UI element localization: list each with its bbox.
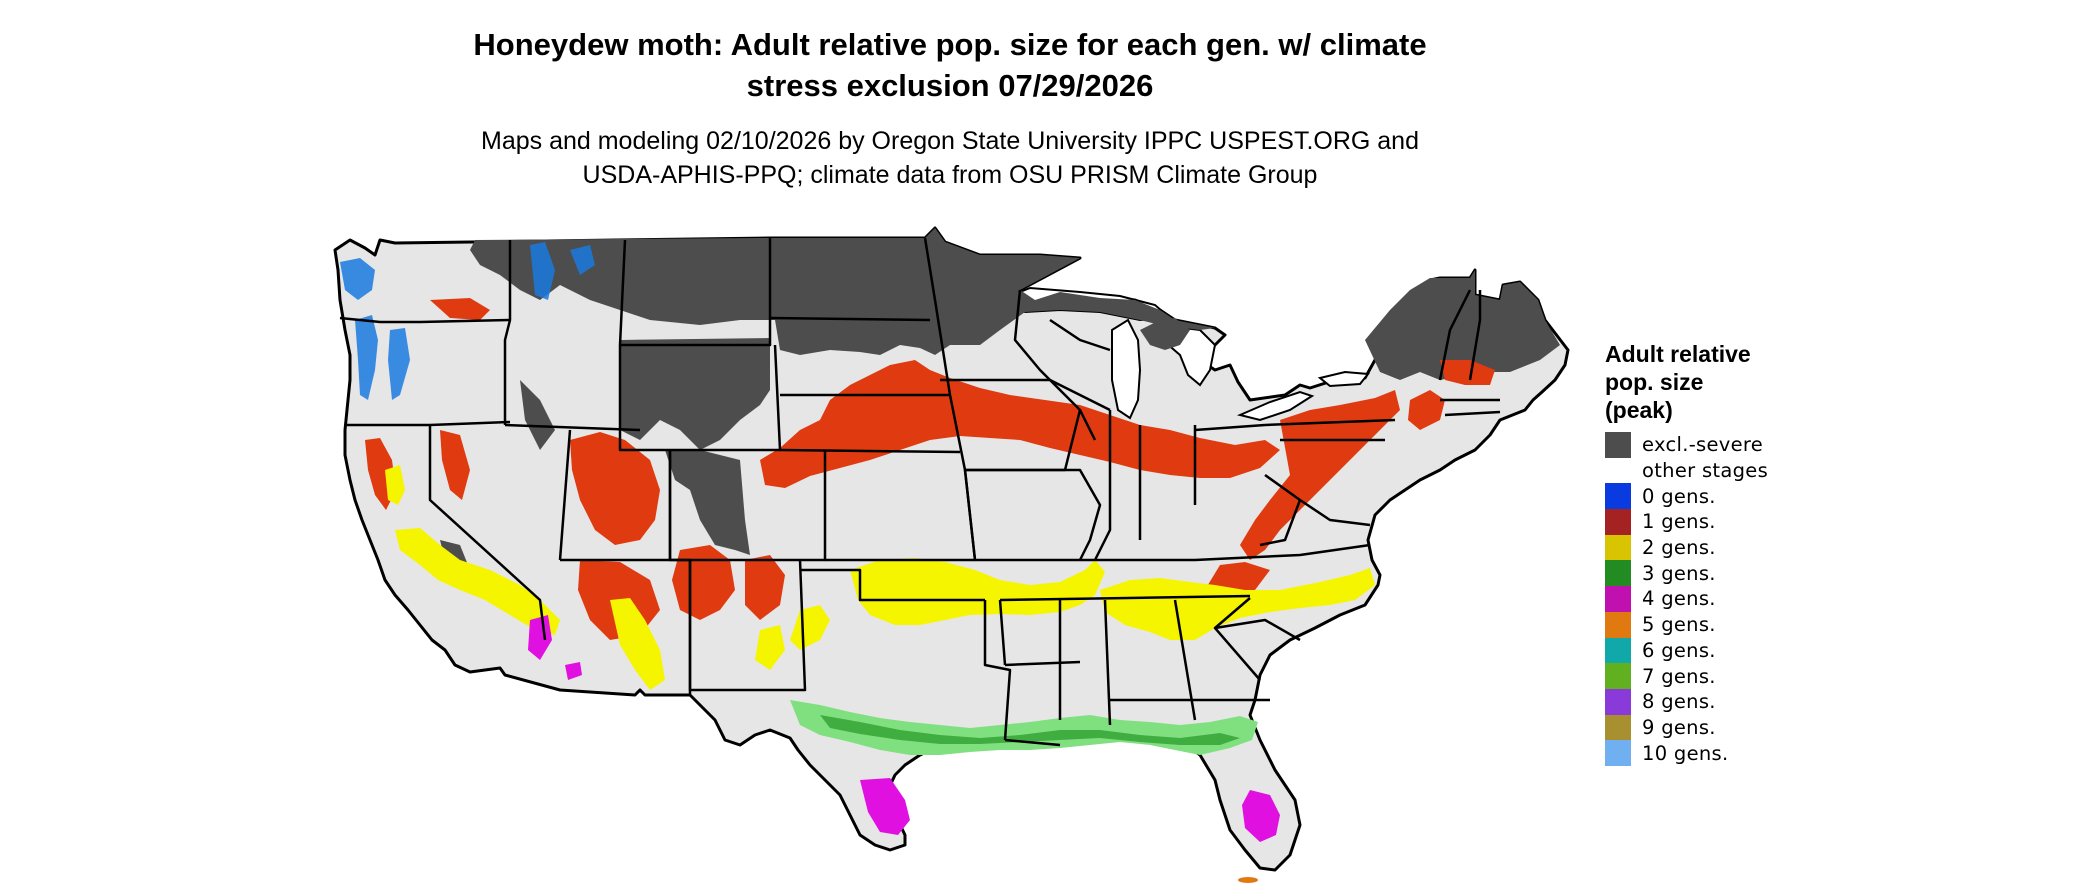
legend-item: 4 gens. [1605, 586, 1905, 612]
legend-item: 6 gens. [1605, 637, 1905, 664]
legend-label: 5 gens. [1642, 613, 1716, 637]
legend-items: excl.-severe other stages 0 gens. 1 gens. 2 … [1605, 432, 1905, 766]
legend-swatch [1605, 483, 1631, 510]
legend-label: 3 gens. [1642, 561, 1716, 585]
legend-swatch [1605, 432, 1631, 458]
legend-swatch [1605, 586, 1631, 612]
legend-item: 9 gens. [1605, 714, 1905, 741]
legend-label: 8 gens. [1642, 690, 1716, 714]
legend-swatch [1605, 740, 1631, 766]
legend-label: 10 gens. [1642, 741, 1729, 765]
legend-label: 7 gens. [1642, 664, 1716, 688]
legend-label: 2 gens. [1642, 536, 1716, 560]
legend-item: other stages [1605, 457, 1905, 484]
legend-swatch [1605, 611, 1631, 638]
legend-label: excl.-severe [1642, 433, 1764, 457]
legend-swatch [1605, 509, 1631, 535]
state-boundaries [339, 237, 1501, 747]
legend-swatch [1605, 457, 1631, 484]
blue-regions [340, 242, 595, 400]
legend-title-line3: (peak) [1605, 397, 1673, 423]
lake-erie [1236, 390, 1315, 422]
legend-swatch [1605, 663, 1631, 689]
four-gen-regions [528, 615, 1280, 842]
legend-title-line1: Adult relative [1605, 341, 1751, 367]
legend-item: 0 gens. [1605, 483, 1905, 510]
legend-item: 3 gens. [1605, 560, 1905, 587]
map-subtitle: Maps and modeling 02/10/2026 by Oregon S… [420, 124, 1480, 192]
legend-label: other stages [1642, 459, 1769, 483]
three-gen-dense [820, 715, 1240, 745]
legend-label: 1 gens. [1642, 510, 1716, 534]
legend-label: 4 gens. [1642, 587, 1716, 611]
legend-swatch [1605, 714, 1631, 741]
excluded-regions [440, 228, 1560, 580]
legend-swatch [1605, 637, 1631, 664]
legend-swatch [1605, 688, 1631, 715]
map-subtitle-line2: USDA-APHIS-PPQ; climate data from OSU PR… [582, 161, 1318, 189]
map-title-line2: stress exclusion 07/29/2026 [746, 68, 1154, 103]
florida-keys-dot [1238, 877, 1258, 883]
legend: Adult relative pop. size (peak) excl.-se… [1605, 340, 1905, 766]
legend-label: 6 gens. [1642, 638, 1716, 662]
lake-michigan [1111, 318, 1142, 420]
legend-item: 5 gens. [1605, 611, 1905, 638]
legend-item: 8 gens. [1605, 688, 1905, 715]
two-gen-regions [385, 465, 1375, 690]
legend-item: excl.-severe [1605, 432, 1905, 458]
legend-label: 9 gens. [1642, 715, 1716, 739]
legend-swatch [1605, 560, 1631, 587]
map-title: Honeydew moth: Adult relative pop. size … [420, 24, 1480, 106]
legend-title: Adult relative pop. size (peak) [1605, 340, 1905, 424]
legend-item: 7 gens. [1605, 663, 1905, 689]
legend-item: 2 gens. [1605, 534, 1905, 561]
legend-label: 0 gens. [1642, 484, 1716, 508]
map-subtitle-line1: Maps and modeling 02/10/2026 by Oregon S… [481, 127, 1419, 155]
legend-swatch [1605, 534, 1631, 561]
legend-item: 1 gens. [1605, 509, 1905, 535]
legend-item: 10 gens. [1605, 740, 1905, 766]
legend-title-line2: pop. size [1605, 369, 1704, 395]
lake-ontario [1317, 370, 1370, 388]
map-title-line1: Honeydew moth: Adult relative pop. size … [473, 27, 1427, 62]
